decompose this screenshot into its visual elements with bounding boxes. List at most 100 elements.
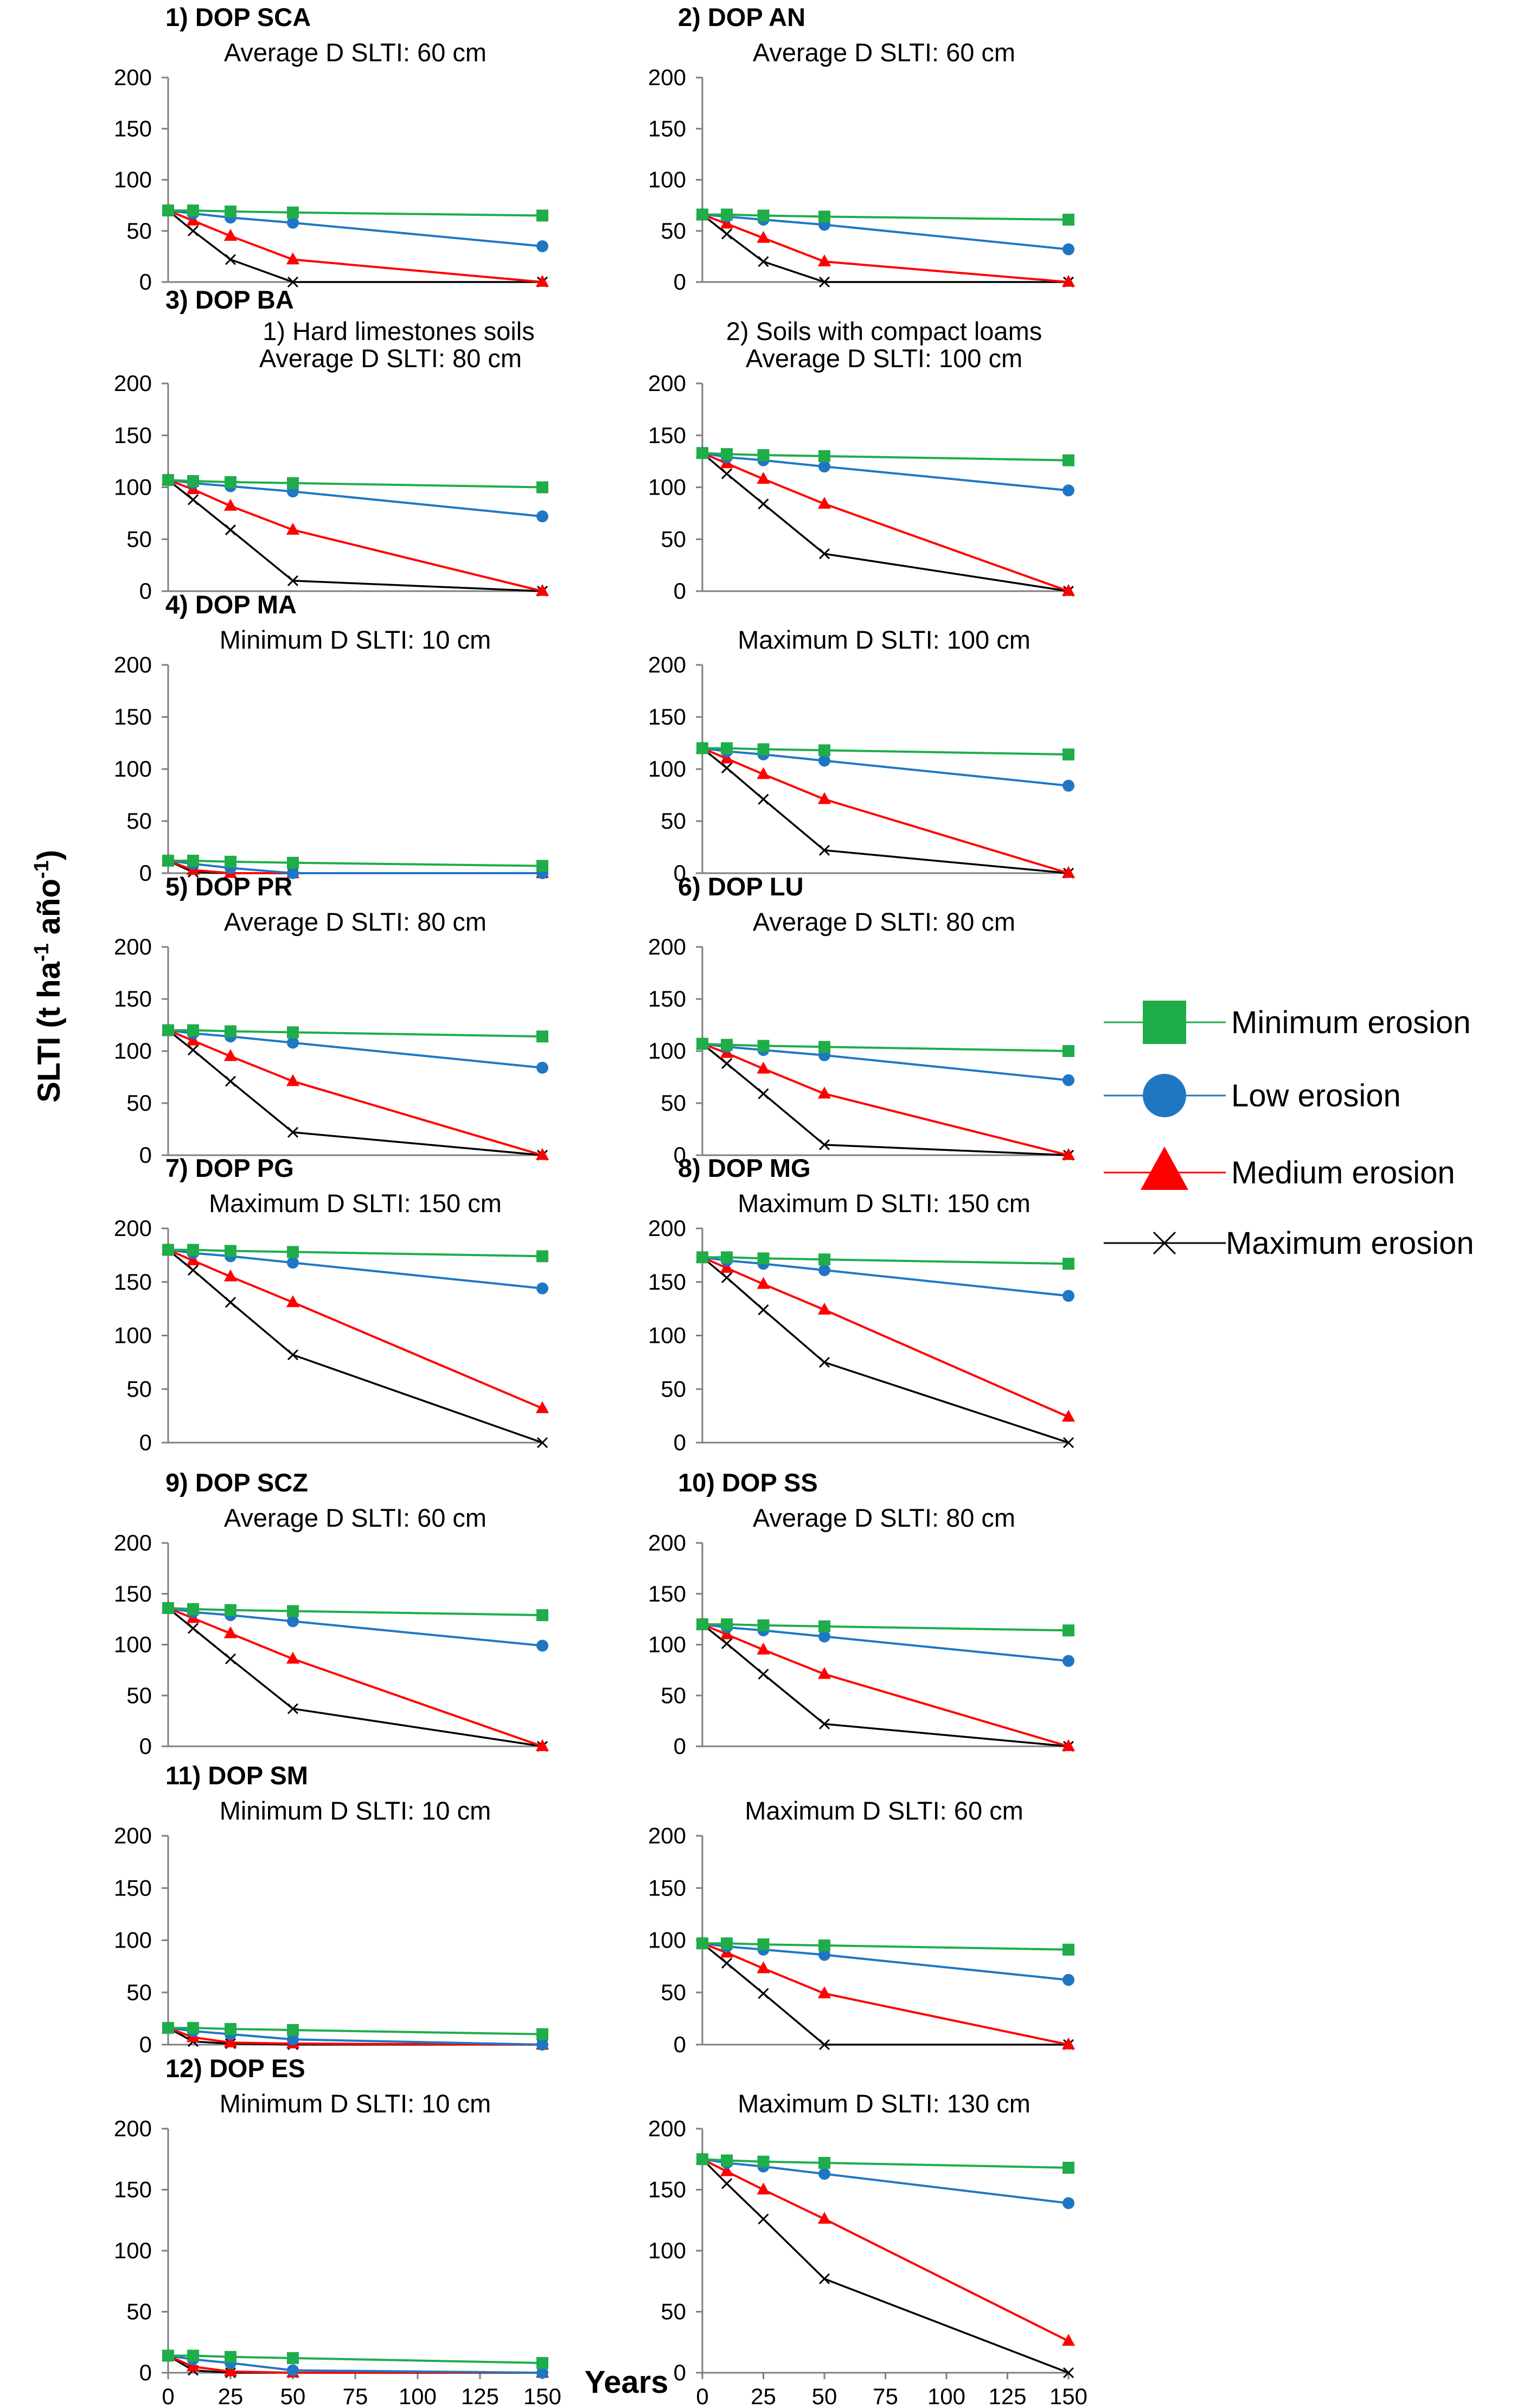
y-tick-label: 150 [114, 704, 152, 729]
legend-marker-stroke-b [1153, 1231, 1176, 1255]
data-point [225, 1297, 236, 1308]
y-tick-label: 200 [114, 370, 152, 396]
data-point [225, 1025, 236, 1038]
data-point [187, 854, 199, 867]
data-point [536, 2028, 548, 2040]
data-point [818, 2039, 830, 2051]
data-point [758, 1088, 769, 1099]
data-point [187, 1603, 199, 1615]
series-line [702, 452, 1069, 592]
y-axis-label-sup2: -1 [30, 860, 53, 879]
data-point [535, 274, 549, 287]
data-point-stroke-b [818, 1718, 830, 1730]
data-point [287, 206, 299, 219]
data-point [1063, 1655, 1074, 1667]
y-axis-label-mid: año [31, 879, 67, 943]
series-medium-erosion [161, 1600, 549, 1751]
y-tick-label: 0 [674, 860, 686, 886]
data-point [817, 2212, 831, 2224]
x-tick-label: 75 [343, 2384, 368, 2408]
x-tick-label: 150 [523, 2384, 561, 2408]
y-tick-label: 50 [126, 526, 152, 552]
y-tick-label: 50 [126, 1980, 152, 2005]
data-point [1063, 1045, 1074, 1057]
data-point-stroke-b [818, 276, 830, 288]
y-tick-label: 200 [114, 2116, 152, 2141]
data-point [287, 2352, 299, 2364]
data-point-stroke-b [721, 1957, 733, 1969]
data-point [187, 225, 199, 236]
data-point [1061, 274, 1076, 287]
x-tick-label: 0 [696, 2384, 708, 2408]
data-point [817, 1986, 831, 1999]
y-tick-label: 0 [674, 1142, 686, 1168]
data-point [818, 754, 830, 767]
legend-label: Maximum erosion [1226, 1226, 1474, 1261]
legend-item-x: Maximum erosion [1104, 1226, 1474, 1261]
data-point [817, 1667, 831, 1679]
data-point-stroke-b [758, 1304, 769, 1316]
data-point [162, 2349, 174, 2362]
data-point [720, 751, 734, 764]
data-point-stroke-b [721, 228, 733, 240]
data-point [757, 1938, 770, 1951]
data-point [696, 2153, 708, 2166]
panel-title: 6) DOP LU [678, 872, 804, 901]
data-point [757, 743, 770, 755]
data-point [757, 1642, 770, 1655]
data-point [757, 1619, 770, 1631]
series-line [701, 1256, 1069, 1444]
data-point-stroke-b [758, 2213, 769, 2225]
legend: Minimum erosion Low erosion Medium erosion… [1104, 1001, 1474, 1261]
panel-subtitle: 2) Soils with compact loams [726, 317, 1042, 345]
legend-marker [1143, 1074, 1186, 1117]
y-tick-label: 50 [661, 1090, 686, 1116]
data-point [223, 1626, 238, 1638]
data-point-stroke-b [758, 1088, 769, 1099]
y-tick-label: 100 [114, 756, 152, 782]
y-tick-label: 200 [648, 652, 686, 677]
series-medium-erosion [695, 1036, 1076, 1160]
data-point-stroke-b [187, 1623, 199, 1634]
y-tick-label: 100 [114, 1038, 152, 1064]
data-point [1063, 243, 1074, 255]
panel-p11a: 0 50 100 150 200 11) DOP SM Minimum D SLTI: 10… [114, 1761, 549, 2057]
data-point [187, 2349, 199, 2362]
data-point [535, 1148, 549, 1160]
data-point [1063, 1074, 1074, 1086]
data-point [186, 2359, 200, 2372]
panels: 0 50 100 150 200 1) DOP SCA Average D SLTI: 60… [114, 3, 1087, 2408]
data-point [696, 1038, 708, 1050]
y-tick-label: 200 [648, 65, 686, 90]
data-point [187, 1623, 199, 1634]
data-point-stroke-b [721, 1058, 733, 1069]
series-line [168, 1248, 543, 1410]
y-tick-label: 200 [648, 1215, 686, 1241]
y-tick-label: 100 [114, 475, 152, 500]
data-point-stroke-b [818, 2273, 830, 2284]
y-tick-label: 200 [114, 1823, 152, 1848]
data-point-stroke-b [818, 548, 830, 560]
data-point [287, 216, 299, 229]
data-point [287, 1026, 299, 1039]
y-tick-label: 50 [661, 1682, 686, 1708]
y-tick-label: 200 [114, 1530, 152, 1555]
y-axis-label-sup1: -1 [30, 943, 53, 962]
series-line [701, 2159, 1069, 2374]
series-minimum-erosion [162, 2349, 548, 2369]
y-axis-label-end: ) [31, 850, 67, 860]
data-point [818, 1139, 830, 1150]
data-point [818, 210, 830, 223]
legend-marker [1141, 1147, 1188, 1190]
x-tick-label: 50 [812, 2384, 837, 2408]
data-point [1061, 2334, 1076, 2346]
x-tick-label: 100 [927, 2384, 965, 2408]
data-point [758, 256, 769, 267]
y-tick-label: 0 [674, 1430, 686, 1455]
series-medium-erosion [695, 1936, 1076, 2050]
series-minimum-erosion [162, 1024, 548, 1043]
data-point [696, 208, 708, 221]
series-minimum-erosion [162, 204, 548, 222]
data-point [696, 447, 708, 459]
data-point-stroke-b [287, 1126, 299, 1138]
